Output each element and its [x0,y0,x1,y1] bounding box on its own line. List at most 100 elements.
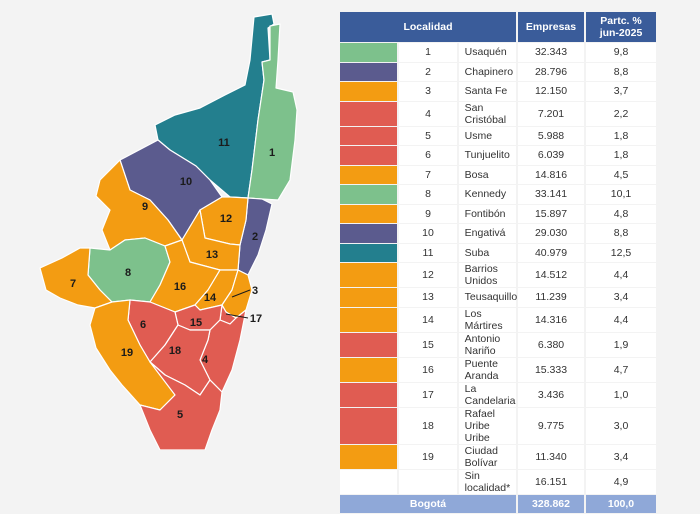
table-row: 14 Los Mártires 14.316 4,4 [340,307,656,332]
color-swatch [340,204,398,223]
map-label-1: 1 [269,147,275,159]
locality-number: 13 [399,288,457,307]
table-row: 1 Usaquén 32.343 9,8 [340,43,656,62]
empresas-value: 7.201 [518,101,584,126]
color-swatch [340,263,398,287]
locality-name: Tunjuelito [458,146,516,165]
locality-name: Barrios Unidos [458,263,516,287]
map-label-6: 6 [140,319,146,331]
color-swatch [340,407,398,444]
locality-name: Sin localidad* [458,469,516,494]
table-row: 12 Barrios Unidos 14.512 4,4 [340,263,656,287]
empresas-value: 3.436 [518,382,584,407]
participation-value: 4,9 [586,469,656,494]
locality-usme[interactable] [139,361,223,450]
empresas-value: 14.316 [518,307,584,332]
table-header-row: Localidad Empresas Partc. % jun-2025 [340,12,656,42]
locality-number: 19 [399,444,457,469]
empresas-value: 11.239 [518,288,584,307]
participation-value: 4,5 [586,165,656,184]
map-label-10: 10 [180,176,192,188]
color-swatch [340,185,398,204]
color-swatch [340,146,398,165]
total-participation: 100,0 [586,494,656,513]
participation-value: 3,4 [586,288,656,307]
empresas-value: 40.979 [518,243,584,262]
total-empresas: 328.862 [518,494,584,513]
map-label-16: 16 [174,281,186,293]
locality-number: 9 [399,204,457,223]
locality-suba[interactable] [154,13,275,199]
table-row: 7 Bosa 14.816 4,5 [340,165,656,184]
locality-number: 10 [399,224,457,243]
color-swatch [340,62,398,81]
color-swatch [340,224,398,243]
callout-line-17 [225,313,249,319]
color-swatch [340,43,398,62]
locality-name: Usaquén [458,43,516,62]
empresas-value: 14.512 [518,263,584,287]
locality-number: 6 [399,146,457,165]
localities-table-container: Localidad Empresas Partc. % jun-2025 1 Us… [338,11,658,514]
color-swatch [340,307,398,332]
locality-usaquen[interactable] [247,23,298,201]
map-label-3: 3 [252,285,258,297]
table-row: 16 Puente Aranda 15.333 4,7 [340,357,656,382]
empresas-value: 28.796 [518,62,584,81]
table-row: 3 Santa Fe 12.150 3,7 [340,82,656,101]
table-row: 17 La Candelaria 3.436 1,0 [340,382,656,407]
color-swatch [340,126,398,145]
table-row: 8 Kennedy 33.141 10,1 [340,185,656,204]
map-label-14: 14 [204,292,217,304]
locality-name: Teusaquillo [458,288,517,307]
empresas-value: 9.775 [518,407,584,444]
empresas-value: 33.141 [518,185,584,204]
map-label-5: 5 [177,409,183,421]
map-label-11: 11 [218,137,230,149]
color-swatch [340,444,398,469]
locality-number: 3 [399,82,457,101]
locality-bosa[interactable] [39,247,113,309]
locality-name: La Candelaria [458,382,516,407]
locality-number: 14 [399,307,457,332]
map-label-7: 7 [70,278,76,290]
empresas-value: 12.150 [518,82,584,101]
locality-name: Engativá [458,224,516,243]
participation-value: 1,8 [586,146,656,165]
locality-name: Ciudad Bolívar [458,444,516,469]
participation-value: 1,0 [586,382,656,407]
table-row: 15 Antonio Nariño 6.380 1,9 [340,332,656,357]
participation-value: 1,8 [586,126,656,145]
map-label-8: 8 [125,267,131,279]
color-swatch [340,288,398,307]
table-row: 5 Usme 5.988 1,8 [340,126,656,145]
locality-name: Fontibón [458,204,516,223]
table-row: Sin localidad* 16.151 4,9 [340,469,656,494]
locality-number: 11 [399,243,457,262]
participation-value: 1,9 [586,332,656,357]
table-row: 13 Teusaquillo 11.239 3,4 [340,288,656,307]
locality-number: 7 [399,165,457,184]
color-swatch [340,82,398,101]
table-row: 11 Suba 40.979 12,5 [340,243,656,262]
empresas-value: 29.030 [518,224,584,243]
locality-number [399,469,457,494]
locality-name: Puente Aranda [458,357,516,382]
locality-name: Bosa [458,165,516,184]
locality-number: 8 [399,185,457,204]
map-label-13: 13 [206,249,218,261]
locality-number: 5 [399,126,457,145]
participation-value: 4,4 [586,307,656,332]
participation-value: 3,4 [586,444,656,469]
empresas-value: 15.897 [518,204,584,223]
locality-name: Rafael Uribe Uribe [458,407,516,444]
empresas-value: 5.988 [518,126,584,145]
empresas-value: 14.816 [518,165,584,184]
participation-value: 2,2 [586,101,656,126]
table-row: 18 Rafael Uribe Uribe 9.775 3,0 [340,407,656,444]
locality-name: Suba [458,243,516,262]
color-swatch [340,382,398,407]
locality-number: 2 [399,62,457,81]
map-label-12: 12 [220,213,232,225]
map-label-18: 18 [169,345,181,357]
